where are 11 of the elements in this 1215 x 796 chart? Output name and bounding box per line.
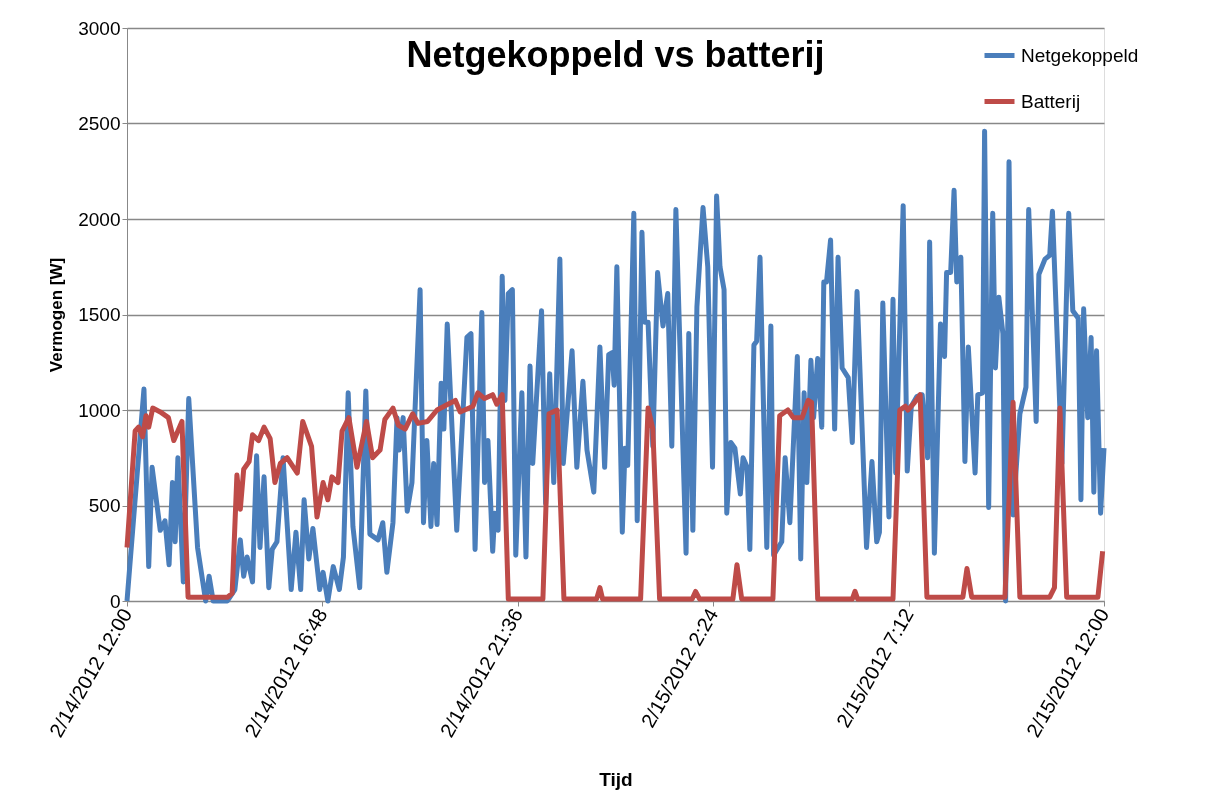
y-tick-label: 3000	[78, 17, 121, 39]
y-tick-label: 2000	[78, 208, 121, 230]
y-tick-label: 1000	[78, 399, 121, 421]
y-axis-title: Vermogen [W]	[47, 257, 67, 373]
legend-label: Netgekoppeld	[1021, 44, 1139, 66]
y-tick-label: 1500	[78, 304, 121, 325]
legend-label: Batterij	[1021, 90, 1081, 112]
y-tick-label: 2500	[78, 113, 121, 134]
x-axis-title: Tijd	[599, 768, 633, 790]
y-tick-label: 500	[88, 495, 121, 516]
chart-title: Netgekoppeld vs batterij	[406, 34, 825, 75]
